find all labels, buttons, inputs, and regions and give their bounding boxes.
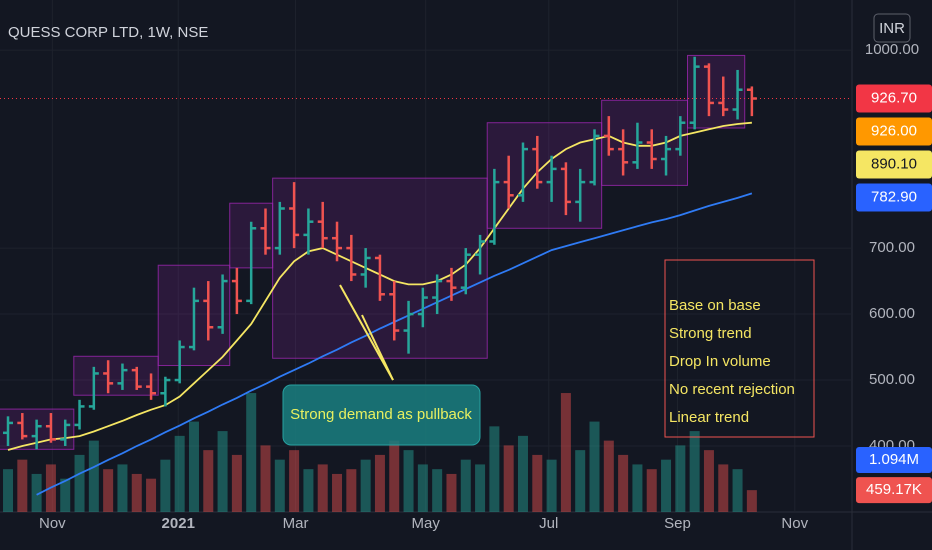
- x-tick-label: Nov: [781, 515, 808, 532]
- volume-badge-label: 459.17K: [866, 481, 922, 498]
- volume: [3, 393, 757, 512]
- note-line: Drop In volume: [669, 353, 771, 370]
- volume-bar: [74, 454, 85, 512]
- x-tick-label: Mar: [283, 515, 309, 532]
- volume-bar: [689, 431, 700, 512]
- y-tick-label: 700.00: [869, 239, 915, 256]
- note-line: Linear trend: [669, 409, 749, 426]
- volume-bar: [260, 445, 271, 512]
- volume-bar: [303, 469, 314, 512]
- price-badge-label: 926.70: [871, 89, 917, 106]
- note-line: No recent rejection: [669, 381, 795, 398]
- volume-bar: [374, 454, 385, 512]
- x-tick-label: May: [412, 515, 441, 532]
- callout-text: Strong demand as pullback: [290, 406, 472, 423]
- pointer: [361, 314, 394, 381]
- volume-bar: [60, 478, 71, 512]
- volume-badge: [856, 477, 932, 504]
- volume-bar: [403, 450, 414, 512]
- annotations: Strong demand as pullback Base on base St…: [282, 259, 815, 446]
- volume-bar: [432, 469, 443, 512]
- currency-box: [873, 13, 911, 43]
- volume-bar: [146, 478, 157, 512]
- price-badge-label: 782.90: [871, 188, 917, 205]
- volume-bar: [603, 440, 614, 512]
- volume-bar: [131, 473, 142, 512]
- volume-bar: [346, 469, 357, 512]
- price-badge: [856, 183, 932, 212]
- volume-bar: [546, 459, 557, 512]
- volume-bar: [203, 450, 214, 512]
- volume-bar: [231, 454, 242, 512]
- volume-bar: [560, 393, 571, 512]
- base-box: [486, 122, 603, 229]
- volume-bar: [289, 450, 300, 512]
- volume-bar: [446, 473, 457, 512]
- volume-bar: [88, 440, 99, 512]
- volume-bar: [174, 435, 185, 512]
- base-box: [73, 355, 159, 396]
- currency: INR: [879, 20, 905, 37]
- y-tick-label: 500.00: [869, 371, 915, 388]
- volume-bar: [532, 454, 543, 512]
- volume-bar: [718, 464, 729, 512]
- volume-bar: [646, 469, 657, 512]
- price-bars: [3, 56, 757, 450]
- volume-bar: [217, 431, 228, 512]
- volume-bar: [317, 464, 328, 512]
- callout-box: [282, 384, 481, 446]
- volume-bar: [618, 454, 629, 512]
- volume-bar: [703, 450, 714, 512]
- volume-bar: [31, 473, 42, 512]
- volume-badge-label: 1.094M: [869, 451, 919, 468]
- volume-bar: [517, 435, 528, 512]
- price-badge: [856, 150, 932, 179]
- volume-bar: [360, 459, 371, 512]
- volume-bar: [332, 473, 343, 512]
- volume-bar: [503, 445, 514, 512]
- volume-badge: [856, 446, 932, 473]
- volume-bar: [632, 464, 643, 512]
- volume-bar: [746, 490, 757, 512]
- x-tick-label: Sep: [664, 515, 691, 532]
- y-tick-label: 1000.00: [865, 41, 919, 58]
- price-badge-label: 926.00: [871, 122, 917, 139]
- volume-bar: [460, 459, 471, 512]
- price-badge: [856, 117, 932, 146]
- volume-bar: [489, 426, 500, 512]
- volume-bar: [661, 459, 672, 512]
- volume-bar: [160, 459, 171, 512]
- volume-bar: [246, 393, 257, 512]
- volume-bar: [274, 459, 285, 512]
- volume-bar: [17, 459, 28, 512]
- volume-bar: [389, 440, 400, 512]
- x-tick-label: Jul: [539, 515, 558, 532]
- price-badge-label: 890.10: [871, 155, 917, 172]
- base-box: [601, 99, 688, 186]
- volume-bar: [3, 469, 14, 512]
- pointer: [339, 284, 394, 381]
- volume-bar: [589, 421, 600, 512]
- price-badge: [856, 84, 932, 113]
- x-tick-label: Nov: [39, 515, 66, 532]
- volume-bar: [117, 464, 128, 512]
- volume-bar: [575, 450, 586, 512]
- volume-bar: [103, 469, 114, 512]
- volume-bar: [475, 464, 486, 512]
- chart-title: QUESS CORP LTD, 1W, NSE: [8, 24, 208, 41]
- note-line: Base on base: [669, 297, 761, 314]
- volume-bar: [675, 445, 686, 512]
- volume-bar: [417, 464, 428, 512]
- volume-bar: [732, 469, 743, 512]
- y-tick-label: 600.00: [869, 305, 915, 322]
- x-tick-label: 2021: [162, 515, 195, 532]
- note-line: Strong trend: [669, 325, 752, 342]
- note-box: [664, 259, 815, 438]
- volume-bar: [188, 421, 199, 512]
